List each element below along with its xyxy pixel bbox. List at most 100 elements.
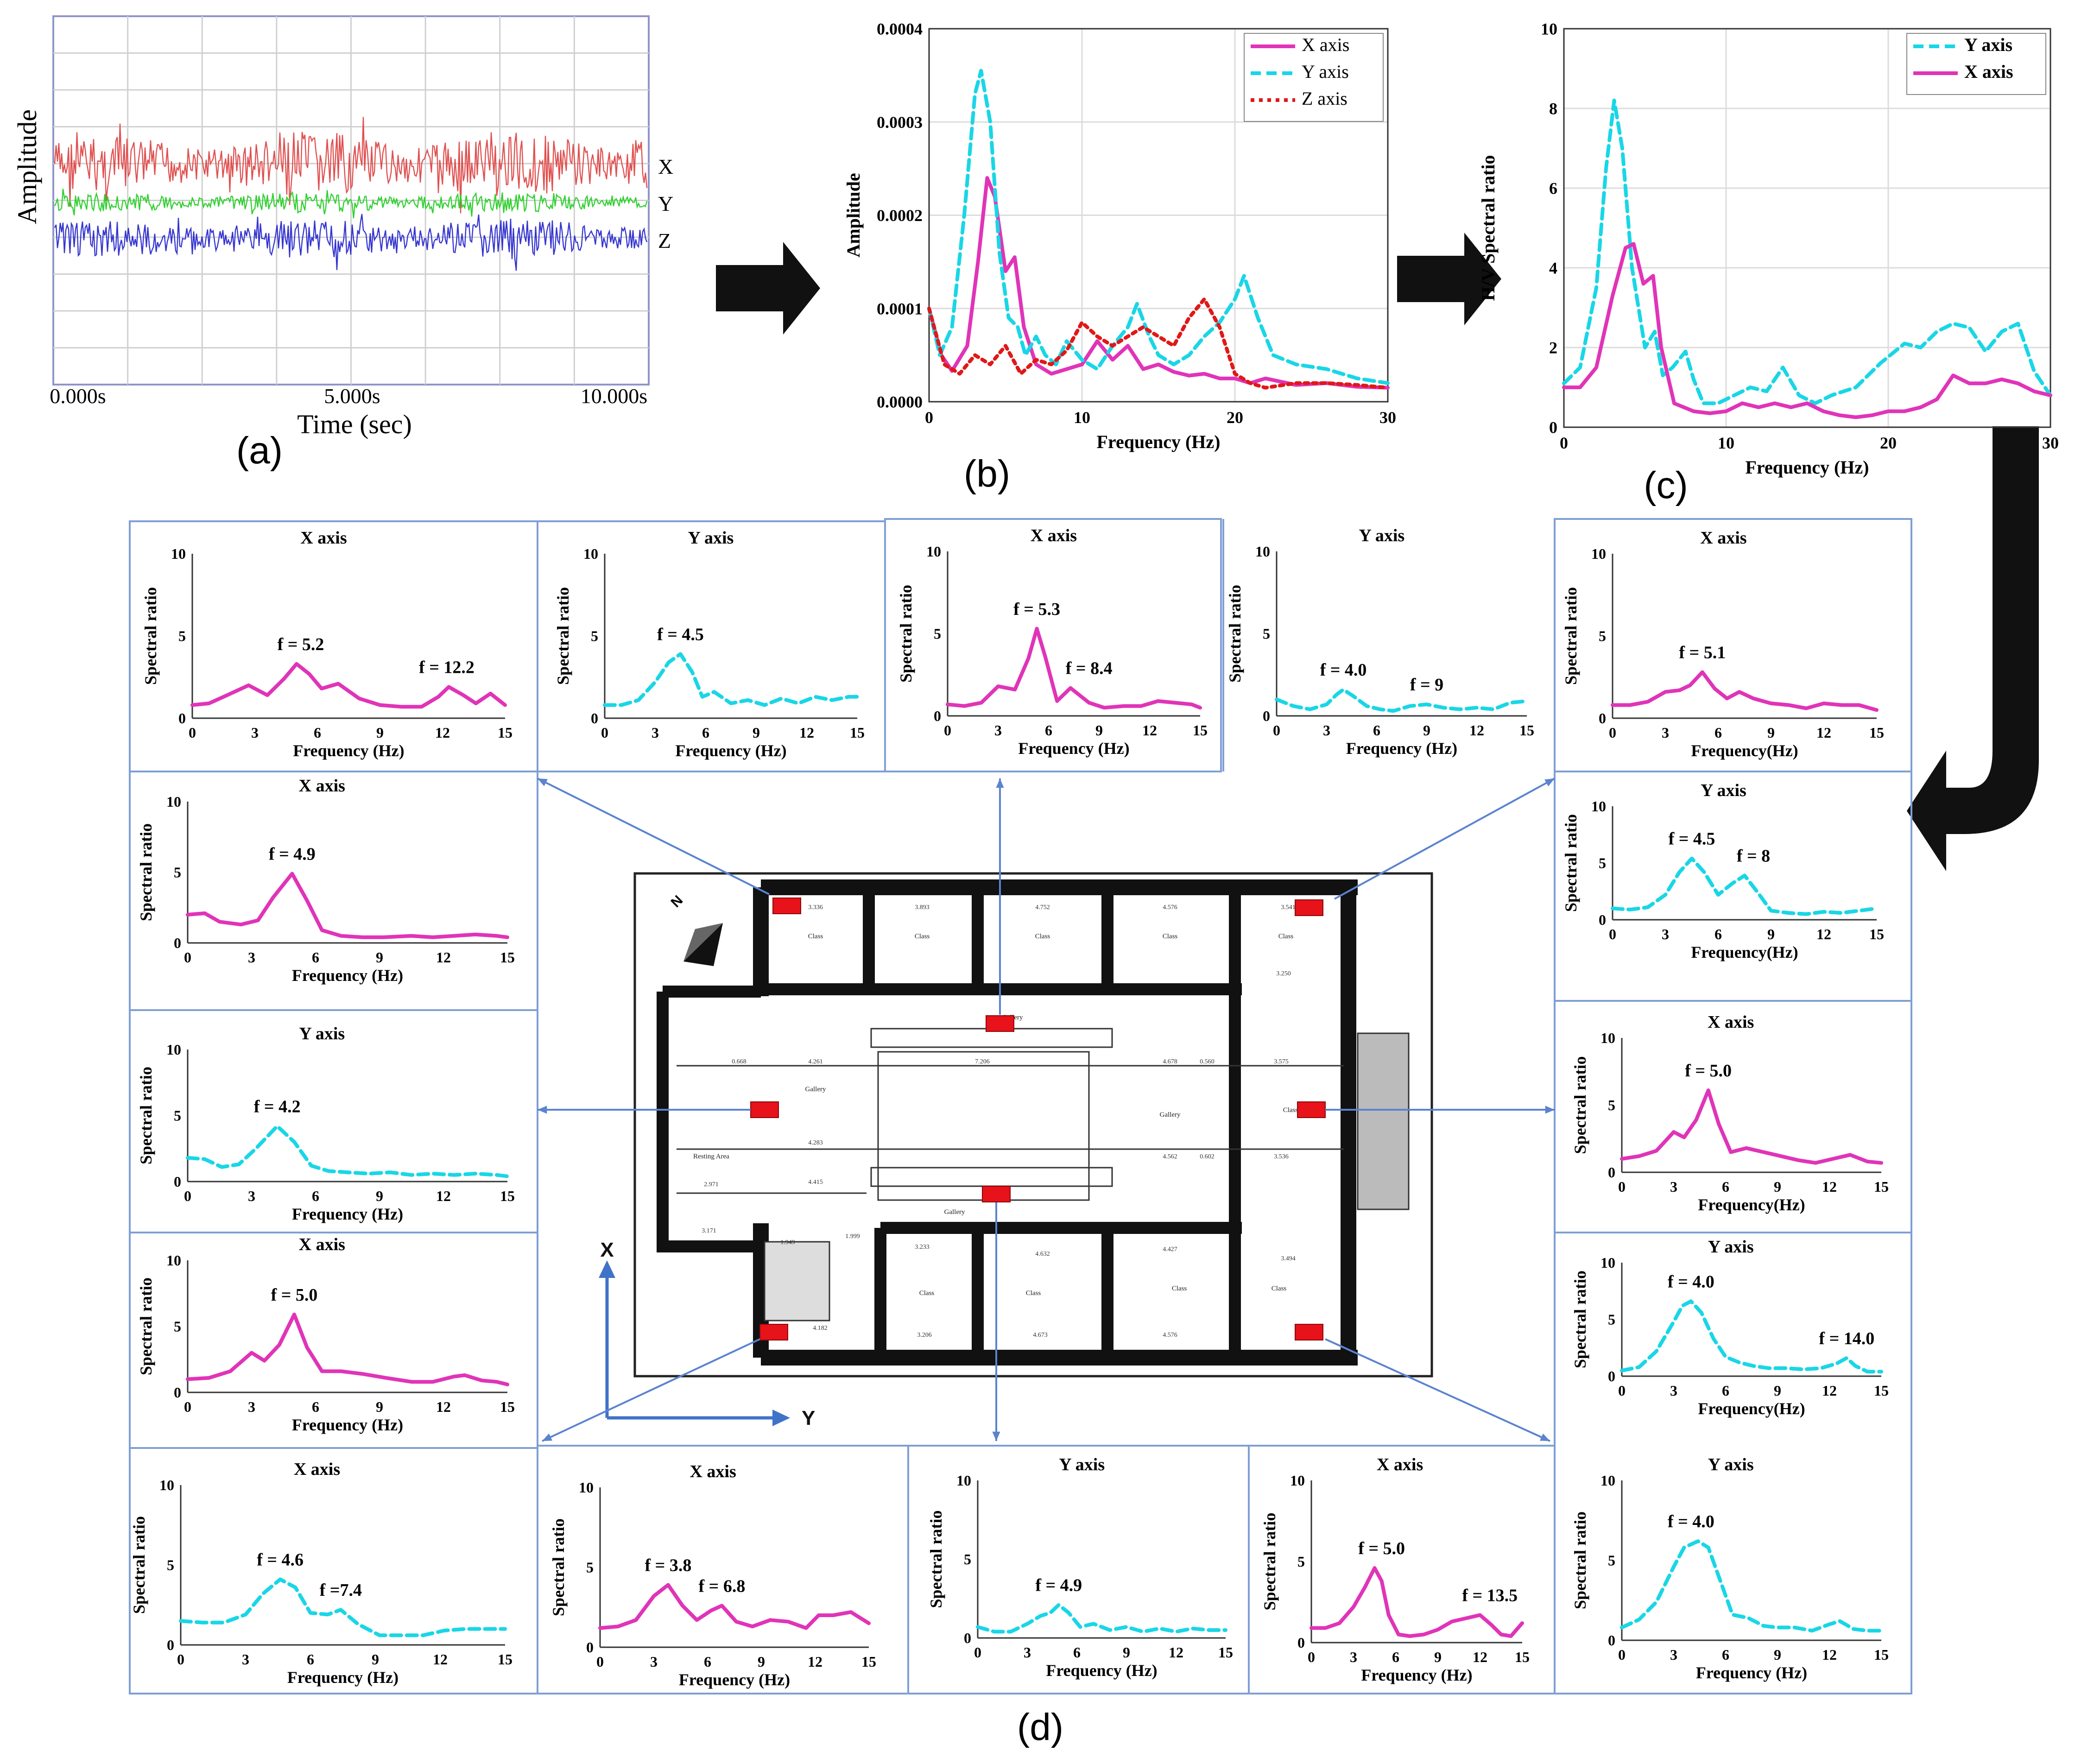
x-tick-label: 6 [1722,1382,1729,1399]
chart-d9: 0 3 6 9 12 15 0 5 10 Frequency (Hz) Spectral ratio… [137,1235,515,1434]
peak-annotation: f =7.4 [320,1581,362,1600]
x-axis-label: Frequency (Hz) [292,1205,403,1223]
chart-d7: 0 3 6 9 12 15 0 5 10 Frequency (Hz) Spectral ratio… [137,776,515,985]
y-axis-label: Spectral ratio [1571,1271,1589,1368]
series-line-y-axis [1562,98,2052,405]
x-tick-label: 3 [1662,724,1669,741]
series-line-x-axis [1562,242,2052,419]
y-tick-label: 5 [167,1557,174,1574]
x-tick-label: 12 [1142,722,1157,739]
series-line-y-axis [976,1603,1227,1634]
x-axis-label: Frequency (Hz) [1046,1661,1157,1680]
y-tick-label: 10 [159,1477,174,1493]
dim-label: 0.560 [1200,1058,1215,1065]
connector-arrowhead-icon [542,1433,552,1441]
series-line-y-axis [1620,1299,1883,1374]
panel-c-label: (c) [1644,464,1688,506]
x-axis-label: Frequency(Hz) [1698,1399,1805,1418]
x-tick-label: 15 [850,724,865,741]
x-tick-label: 6 [1722,1646,1729,1663]
y-axis-label: Spectral ratio [927,1511,945,1608]
chart-title: X axis [299,1235,345,1254]
x-tick-label: 3 [1024,1644,1031,1661]
chart-d2: 0 3 6 9 12 15 0 5 10 Frequency (Hz) Spectral ratio… [554,528,865,760]
x-tick-label: 3 [1350,1649,1357,1665]
x-tick-label: 15 [498,1651,512,1668]
y-axis-label: Spectral ratio [1571,1056,1589,1154]
chart-title: Y axis [1359,526,1404,545]
panel-a-grid [53,16,649,385]
dim-label: 4.673 [1033,1332,1048,1339]
x-tick-label: 10 [1074,408,1090,427]
series-line-y-axis [1620,1539,1883,1633]
y-tick-label: 5 [586,1559,594,1576]
x-tick-label: 6 [1714,724,1722,741]
chart-title: Y axis [1059,1455,1105,1474]
dim-label: 2.971 [704,1181,719,1188]
y-tick-label: 10 [171,545,186,562]
dim-label: 4.632 [1035,1251,1050,1258]
x-tick-label: 15 [1874,1646,1889,1663]
charts-layer: 0 10 20 300.00000.00010.00020.00030.0004Fre… [130,20,2059,1689]
x-axis-label: Frequency (Hz) [675,741,786,760]
y-tick-label: 0 [174,935,181,951]
series-line-y-axis [927,69,1390,385]
x-tick-label: 12 [1473,1649,1487,1665]
dim-label: 3.250 [1276,970,1291,977]
peak-annotation: f = 5.2 [278,635,324,654]
peak-annotation: f = 3.8 [645,1555,692,1575]
peak-annotation: f = 4.9 [1035,1576,1082,1595]
x-tick-label: 12 [799,724,814,741]
y-axis-label: Spectral ratio [1562,587,1580,685]
x-tick-label: 6 [314,724,321,741]
chart-title: X axis [1031,526,1077,545]
x-axis-label: Frequency (Hz) [292,966,403,985]
x-axis-label: Frequency (Hz) [1361,1666,1472,1684]
chart-d1: 0 3 6 9 12 15 0 5 10 Frequency (Hz) Spectral ratio… [141,528,512,760]
x-tick-label: 15 [500,949,515,966]
dim-label: 1.949 [780,1239,795,1246]
x-tick-label: 0 [184,949,191,966]
series-line-z-axis [927,297,1390,390]
series-line-y-axis [1611,856,1879,916]
x-tick-label: 6 [312,1188,319,1204]
x-axis-label: Frequency(Hz) [1698,1195,1805,1214]
panel-d-label: (d) [1017,1706,1063,1748]
peak-annotation: f = 4.0 [1668,1512,1714,1531]
x-tick-label: 9 [376,949,383,966]
series-line-y-axis [186,1124,509,1178]
signal-z [54,214,648,271]
chart-d11: 0 3 6 9 12 15 0 5 10 Frequency (Hz) Spectral ratio… [549,1462,876,1689]
series-line-x-axis [1611,670,1879,712]
x-tick-label: 3 [650,1653,658,1670]
chart-d8: 0 3 6 9 12 15 0 5 10 Frequency (Hz) Spectral ratio… [137,1024,515,1223]
x-tick-label: 3 [1323,722,1330,739]
legend: Y axis X axis [1906,33,2046,95]
x-tick-label: 0 [596,1653,604,1670]
chart-title: X axis [1700,528,1746,548]
x-tick-label: 6 [312,1398,319,1415]
x-tick-label: 0 [925,408,933,427]
y-tick-label: 2 [1549,339,1557,357]
dim-label: 1.999 [845,1233,860,1240]
x-tick-label: 3 [248,1398,255,1415]
signal-y [54,189,648,219]
x-tick-label: 12 [436,1398,451,1415]
x-tick-label: 15 [1874,1178,1889,1195]
y-tick-label: 4 [1549,259,1557,278]
y-tick-label: 0.0004 [877,20,923,38]
x-axis-label: Frequency (Hz) [292,1416,403,1434]
x-tick-label: 6 [312,949,319,966]
axis-y-arrow-icon [772,1410,790,1426]
x-tick-label: 9 [1767,724,1775,741]
x-tick-label: 3 [994,722,1002,739]
x-tick-label: 15 [1519,722,1534,739]
chart-d15: 0 3 6 9 12 15 0 5 10 Frequency(Hz) Spectral ratio X… [1571,1012,1889,1214]
panel-a-tick-0: 0.000s [50,384,106,408]
y-tick-label: 5 [1608,1311,1615,1328]
x-tick-label: 3 [251,724,259,741]
chart-c: 0 10 20 30 0 2 4 6 8 10 Frequency (Hz) H/V Spectral… [1478,20,2059,478]
room-label: Class [1163,933,1178,940]
x-tick-label: 9 [376,724,384,741]
sensor-marker [986,1015,1014,1032]
